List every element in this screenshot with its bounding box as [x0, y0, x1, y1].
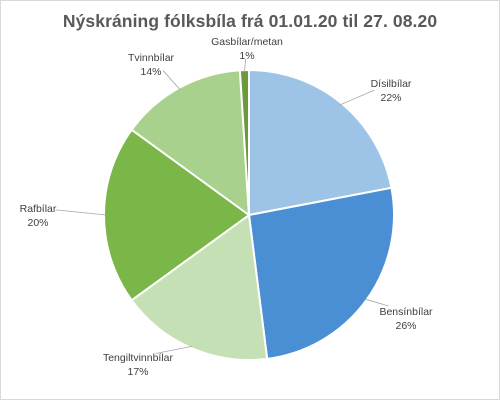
- pie-slice-d-silb-lar: [248, 68, 393, 217]
- slice-label-category: Rafbílar: [20, 203, 57, 215]
- slice-label-percent: 20%: [27, 217, 48, 229]
- leader-line: [55, 209, 107, 216]
- slice-label-category: Dísilbílar: [371, 78, 412, 90]
- leader-line: [339, 89, 375, 106]
- leader-line: [244, 58, 246, 73]
- pie-slice-bens-nb-lar: [247, 186, 395, 360]
- slice-label-category: Tengiltvinnbílar: [103, 352, 174, 364]
- slice-label-category: Bensínbílar: [379, 306, 433, 318]
- leader-line: [155, 345, 193, 354]
- slice-label-percent: 22%: [380, 92, 401, 104]
- slice-label-category: Tvinnbílar: [128, 52, 175, 64]
- leader-line: [162, 70, 181, 90]
- pie-slices: [103, 68, 395, 361]
- pie-slice-tengiltvinnb-lar: [130, 213, 269, 361]
- slice-label-percent: 1%: [239, 50, 254, 62]
- chart-title: Nýskráning fólksbíla frá 01.01.20 til 27…: [62, 11, 438, 31]
- slice-label-category: Gasbílar/metan: [211, 36, 283, 48]
- pie-slice-tvinnb-lar: [130, 69, 251, 218]
- leader-line: [364, 298, 389, 307]
- slice-label-percent: 26%: [395, 320, 416, 332]
- slice-label-percent: 14%: [140, 66, 161, 78]
- slice-label-percent: 17%: [127, 366, 148, 378]
